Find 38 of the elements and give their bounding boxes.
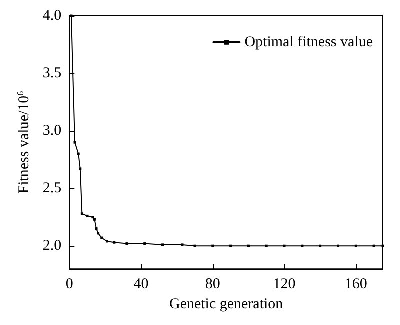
legend-label: Optimal fitness value <box>244 34 374 50</box>
point <box>74 141 76 144</box>
y-tick-label: 4.0 <box>42 8 62 24</box>
point <box>97 232 100 235</box>
point <box>301 244 304 248</box>
point <box>95 228 98 230</box>
point <box>230 244 232 248</box>
point <box>354 244 358 248</box>
point <box>126 242 128 246</box>
point <box>319 244 322 248</box>
point <box>86 214 89 218</box>
point <box>79 168 82 170</box>
y-tick-label: 2.0 <box>42 238 62 254</box>
point <box>336 244 340 248</box>
point <box>80 212 84 216</box>
x-tick-label: 120 <box>273 276 296 293</box>
x-axis-title: Genetic generation <box>169 296 284 312</box>
point <box>247 244 250 248</box>
point <box>265 244 268 248</box>
point <box>77 152 80 156</box>
x-tick-label: 40 <box>134 276 149 293</box>
point <box>113 241 116 244</box>
x-tick-label: 0 <box>66 276 74 293</box>
point <box>92 216 94 219</box>
point <box>93 218 96 221</box>
y-tick-label: 3.5 <box>42 66 62 82</box>
x-tick-label: 80 <box>205 276 220 293</box>
y-axis-title: Fitness value/106 <box>16 90 32 194</box>
point <box>212 244 214 248</box>
y-tick-label: 2.5 <box>42 180 62 197</box>
point <box>372 244 376 248</box>
point <box>283 244 286 248</box>
point <box>181 244 184 246</box>
point <box>100 236 104 240</box>
x-tick-label: 160 <box>344 276 368 293</box>
point <box>144 242 146 246</box>
y-tick-label: 3.0 <box>42 123 62 140</box>
point <box>194 244 196 248</box>
